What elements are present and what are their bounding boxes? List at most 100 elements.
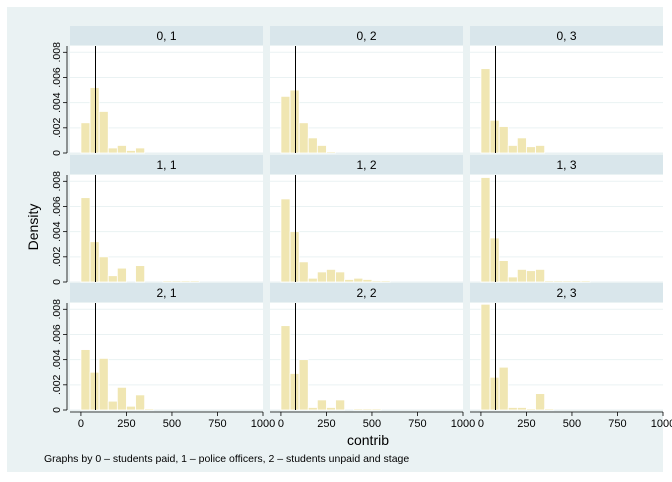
x-tick-label: 0: [478, 418, 484, 430]
histogram-bar: [80, 197, 91, 283]
histogram-bar: [526, 408, 536, 411]
histogram-bar: [489, 119, 500, 154]
histogram-bar: [380, 280, 391, 283]
panel-2-3: 2, 3 0 250 500 750 1000: [470, 283, 672, 430]
histogram-bar: [126, 405, 136, 411]
panel-strip: [270, 26, 463, 45]
histogram-bar: [189, 280, 200, 283]
histogram-bar: [480, 303, 491, 411]
histogram-bar: [162, 280, 173, 283]
histogram-bar: [326, 151, 336, 154]
histogram-bar: [571, 280, 582, 283]
y-tick-label: 0: [51, 150, 63, 156]
histogram-bar: [116, 267, 127, 283]
panel-label: 2, 1: [156, 286, 176, 300]
histogram-bar: [307, 277, 318, 283]
histogram-bar: [562, 280, 573, 283]
panel-strip: [270, 283, 463, 302]
histogram-bar: [353, 277, 364, 283]
panels-layer: 0, 1 0 .002 .004 .006 .008 0, 2 0, 3 1, 1 0 .002 .0…: [51, 26, 672, 430]
histogram-bar: [135, 147, 146, 154]
y-tick-label: .004: [51, 221, 63, 242]
panel-strip: [70, 26, 263, 45]
x-tick-label: 0: [278, 418, 284, 430]
histogram-bar: [280, 325, 291, 411]
histogram-bar: [335, 399, 346, 411]
x-tick-label: 750: [608, 418, 626, 430]
histogram-bar: [535, 269, 546, 283]
histogram-bar: [553, 280, 564, 283]
graph-note: Graphs by 0 – students paid, 1 – police …: [44, 453, 409, 465]
histogram-bar: [316, 271, 327, 283]
panel-strip: [70, 155, 263, 174]
panel-0-1: 0, 1 0 .002 .004 .006 .008: [51, 26, 263, 156]
histogram-bar: [89, 371, 100, 411]
panel-1-3: 1, 3: [470, 155, 663, 283]
histogram-bar: [107, 400, 118, 411]
y-tick-label: .002: [51, 246, 63, 267]
y-tick-label: .008: [51, 171, 63, 192]
histogram-bar: [535, 393, 546, 411]
x-tick-label: 500: [563, 418, 581, 430]
panel-strip: [470, 283, 663, 302]
histogram-bar: [498, 126, 509, 154]
histogram-bar: [116, 145, 127, 154]
y-tick-label: .006: [51, 324, 63, 345]
x-tick-label: 1000: [251, 418, 275, 430]
panel-label: 0, 2: [356, 29, 376, 43]
histogram-bar: [289, 231, 300, 283]
y-tick-label: .004: [51, 349, 63, 370]
panel-label: 1, 3: [556, 158, 576, 172]
histogram-bar: [526, 270, 536, 283]
histogram-bar: [371, 280, 382, 283]
histogram-bar: [89, 241, 100, 283]
histogram-bar: [326, 269, 336, 283]
x-tick-label: 250: [517, 418, 535, 430]
histogram-bar: [171, 280, 182, 283]
x-tick-label: 250: [317, 418, 335, 430]
histogram-bar: [107, 275, 118, 283]
histogram-bar: [298, 261, 309, 283]
x-tick-label: 1000: [451, 418, 475, 430]
x-tick-label: 1000: [651, 418, 672, 430]
histogram-bar: [335, 271, 346, 283]
histogram-bar: [289, 373, 300, 411]
panel-strip: [470, 155, 663, 174]
histogram-bar: [307, 137, 318, 154]
y-tick-label: .006: [51, 67, 63, 88]
y-tick-label: .008: [51, 42, 63, 63]
panel-1-1: 1, 1 0 .002 .004 .006 .008: [51, 155, 263, 285]
y-tick-label: 0: [51, 407, 63, 413]
histogram-bar: [516, 407, 527, 411]
histogram-bar: [507, 145, 518, 154]
histogram-bar: [580, 280, 591, 283]
panel-0-3: 0, 3: [470, 26, 663, 154]
x-tick-label: 750: [208, 418, 226, 430]
panel-2-2: 2, 2 0 250 500 750 1000: [270, 283, 475, 430]
panel-1-2: 1, 2: [270, 155, 463, 283]
histogram-bar: [544, 408, 555, 411]
panel-label: 2, 3: [556, 286, 576, 300]
x-tick-label: 250: [117, 418, 135, 430]
histogram-bar: [180, 280, 191, 283]
x-axis-title: contrib: [347, 432, 389, 448]
histogram-bar: [371, 408, 382, 411]
histogram-bar: [507, 276, 518, 283]
histogram-bar: [107, 147, 118, 154]
panel-2-1: 2, 1 0 .002 .004 .006 .008 0 250 500 750 1000: [51, 283, 275, 430]
histogram-bar: [362, 279, 373, 283]
histogram-bar: [480, 177, 491, 283]
histogram-bar: [498, 366, 509, 411]
histogram-bar: [516, 137, 527, 154]
histogram-bar: [326, 407, 336, 411]
panel-strip: [270, 155, 463, 174]
histogram-bar: [289, 89, 300, 154]
histogram-bar: [280, 95, 291, 154]
panel-label: 1, 1: [156, 158, 176, 172]
histogram-bar: [516, 269, 527, 283]
histogram-bar: [316, 399, 327, 411]
histogram-bar: [116, 386, 127, 411]
histogram-bar: [80, 349, 91, 411]
panel-label: 0, 3: [556, 29, 576, 43]
